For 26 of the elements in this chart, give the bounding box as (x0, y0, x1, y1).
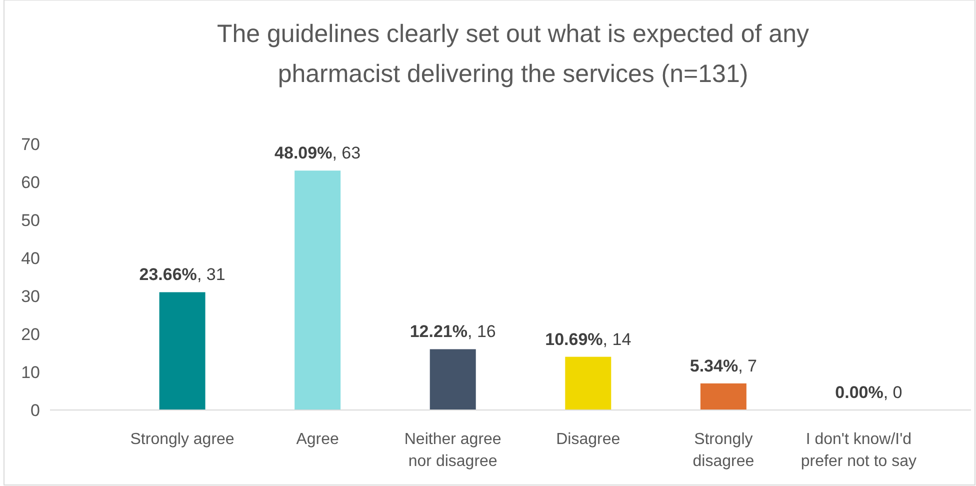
bar (430, 349, 476, 410)
data-label: 48.09%, 63 (274, 144, 361, 163)
bar (159, 292, 206, 410)
data-label: 23.66%, 31 (139, 265, 226, 284)
data-label: 10.69%, 14 (545, 330, 632, 349)
x-tick-label: Disagree (556, 431, 620, 448)
x-tick-label: Strongly agree (130, 431, 234, 448)
y-tick-label: 30 (21, 286, 40, 306)
y-tick-label: 50 (21, 210, 40, 230)
data-label: 5.34%, 7 (690, 356, 757, 376)
x-tick-label: Strongly disagree (692, 431, 754, 470)
y-tick-label: 20 (21, 324, 40, 344)
y-tick-label: 60 (21, 172, 40, 192)
y-tick-label: 40 (21, 248, 40, 268)
x-tick-label: Neither agree nor disagree (404, 431, 502, 470)
data-label: 12.21%, 16 (410, 322, 496, 342)
y-tick-label: 0 (30, 400, 40, 420)
chart-title: The guidelines clearly set out what is expected of any pharmacist delivering the services (n=131) (216, 20, 810, 88)
x-tick-label: Agree (296, 431, 340, 448)
bar (294, 170, 341, 410)
x-tick-label: I don't know/I'd prefer not to say (800, 431, 917, 470)
y-tick-label: 70 (21, 134, 40, 154)
bar (700, 383, 746, 410)
y-tick-label: 10 (21, 362, 40, 382)
data-label: 0.00%, 0 (835, 383, 902, 402)
bar (565, 356, 612, 410)
